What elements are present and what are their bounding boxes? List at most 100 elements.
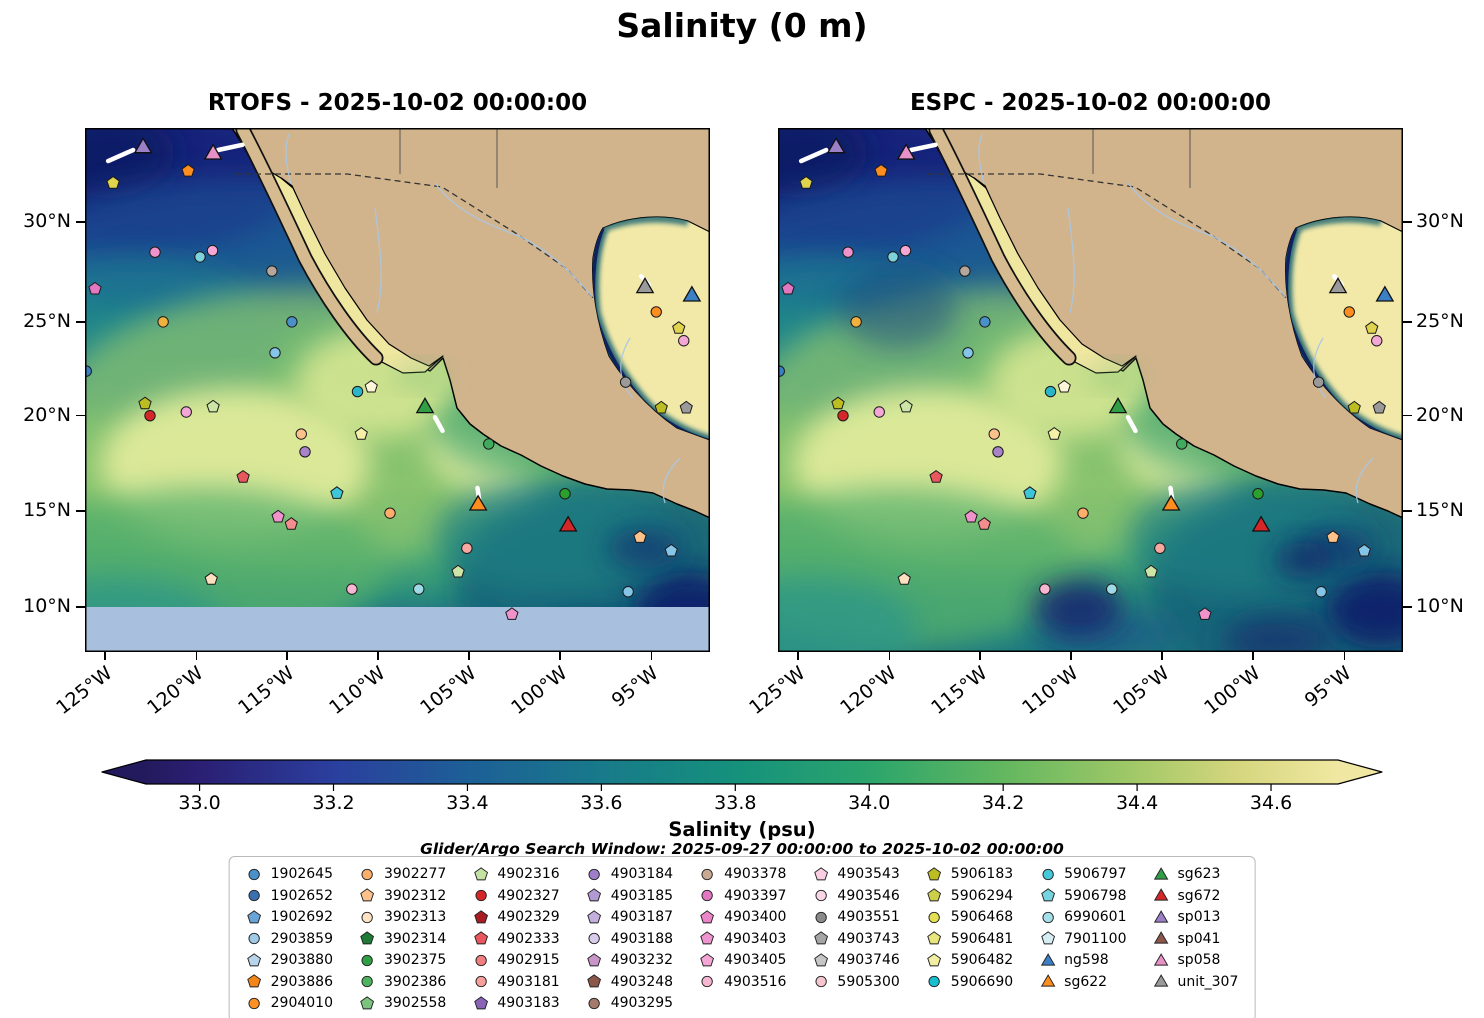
legend-entry-label: 2904010 (270, 995, 333, 1012)
float-marker (1371, 335, 1383, 347)
circle-marker-icon (588, 933, 600, 945)
glider-marker (1328, 276, 1348, 294)
legend-entry-label: sg622 (1064, 973, 1108, 990)
colorbar-label: Salinity (psu) (668, 818, 816, 841)
legend-entry: 4903181 (472, 972, 560, 993)
colorbar-gradient (101, 759, 1383, 791)
circle-marker-icon (701, 868, 714, 880)
legend-entry: 2903886 (246, 972, 333, 993)
float-marker (284, 517, 298, 530)
glider-marker (896, 143, 916, 160)
float-marker (1357, 543, 1371, 557)
legend-column: 4902316 4902327 4902329 4902333 4902915 49031… (472, 864, 560, 1014)
y-tick-label: 30°N (1416, 209, 1464, 232)
circle-marker-icon (248, 868, 260, 880)
map-panel-rtofs: RTOFS - 2025-10-02 00:00:00 125°W 120°W 11… (23, 90, 710, 719)
circle-marker-icon (928, 976, 940, 988)
float-marker (236, 469, 250, 483)
float-marker (1198, 607, 1212, 620)
float-marker (622, 586, 634, 598)
y-tick-label: 25°N (1416, 309, 1464, 332)
float-marker (988, 428, 1000, 440)
x-tick-label: 115°W (926, 662, 992, 720)
legend-entry-label: 4903295 (610, 995, 674, 1012)
legend-entry: 3902314 (359, 929, 446, 950)
colorbar-tick-label: 33.8 (714, 792, 757, 814)
float-marker (1176, 438, 1188, 450)
y-tick-mark (1403, 606, 1412, 608)
legend-entry: 4903543 (812, 864, 900, 885)
float-marker (559, 488, 571, 500)
legend-entry-label: 4903188 (610, 930, 674, 947)
legend-entry-label: 1902652 (270, 887, 333, 904)
float-marker (204, 572, 218, 585)
float-marker (619, 376, 632, 388)
legend: 1902645 1902652 1902692 2903859 2903880 29038… (228, 856, 1256, 1018)
legend-entry: 4903378 (699, 864, 786, 885)
float-marker (1047, 426, 1061, 440)
y-tick-label: 10°N (23, 594, 71, 617)
x-tick-label: 95°W (607, 662, 663, 712)
float-marker (351, 385, 364, 398)
pentagon-marker-icon (587, 888, 602, 902)
legend-entry: 4903185 (586, 886, 673, 907)
x-tick-mark (797, 652, 799, 660)
float-marker (899, 244, 912, 257)
float-marker (461, 542, 473, 554)
glider-marker (203, 143, 223, 160)
legend-entry-label: 5906690 (950, 973, 1014, 990)
float-marker (781, 281, 795, 295)
legend-entry: 3902386 (359, 972, 446, 993)
float-marker (181, 163, 195, 177)
pentagon-marker-icon (814, 867, 828, 881)
pentagon-marker-icon (473, 867, 488, 881)
x-tick-label: 105°W (415, 662, 481, 720)
circle-marker-icon (1041, 868, 1054, 880)
legend-entry-label: 4903403 (724, 930, 787, 947)
legend-entry-label: 2903880 (270, 952, 333, 969)
triangle-marker-icon (1153, 974, 1169, 987)
x-tick-label: 125°W (52, 662, 117, 720)
float-marker (206, 244, 219, 257)
glider-track (432, 414, 445, 434)
legend-entry: 5906798 (1039, 886, 1127, 907)
float-marker (897, 572, 911, 585)
float-marker (962, 347, 974, 359)
pentagon-marker-icon (700, 910, 715, 924)
triangle-marker-icon (1153, 909, 1169, 923)
legend-entry: 5905300 (812, 972, 900, 993)
legend-entry-label: 1902692 (270, 909, 333, 926)
legend-entry: 1902645 (246, 864, 333, 885)
salinity-map (85, 128, 710, 652)
legend-entry: 4903184 (586, 864, 673, 885)
legend-entry: 5906690 (926, 972, 1013, 993)
pentagon-marker-icon (247, 910, 262, 924)
circle-marker-icon (248, 997, 260, 1009)
triangle-marker-icon (1040, 952, 1055, 966)
y-tick-mark (76, 414, 85, 417)
legend-entry-label: 3902558 (383, 995, 447, 1012)
float-marker (1315, 586, 1327, 598)
legend-entry: 4903516 (699, 972, 786, 993)
float-marker (1326, 530, 1340, 543)
legend-entry: 4903188 (586, 929, 673, 950)
float-marker (1365, 321, 1379, 334)
pentagon-marker-icon (1040, 888, 1055, 902)
legend-entry: 5906481 (926, 929, 1013, 950)
y-tick-label: 20°N (23, 403, 71, 426)
legend-entry-label: 6990601 (1064, 909, 1127, 926)
legend-entry: 4903295 (586, 993, 673, 1014)
float-marker (650, 306, 662, 318)
y-tick-label: 15°N (1416, 499, 1464, 522)
legend-entry: 3902313 (359, 907, 446, 928)
legend-entry-label: 4903184 (610, 866, 674, 883)
panel-title-rtofs: RTOFS - 2025-10-02 00:00:00 (207, 90, 588, 116)
circle-marker-icon (815, 890, 827, 902)
float-marker (1252, 488, 1264, 500)
legend-entry: 7901100 (1039, 929, 1127, 950)
float-marker (1154, 542, 1166, 554)
legend-entry-label: 3902314 (383, 930, 447, 947)
glider-marker (415, 396, 435, 414)
pentagon-marker-icon (247, 953, 262, 967)
